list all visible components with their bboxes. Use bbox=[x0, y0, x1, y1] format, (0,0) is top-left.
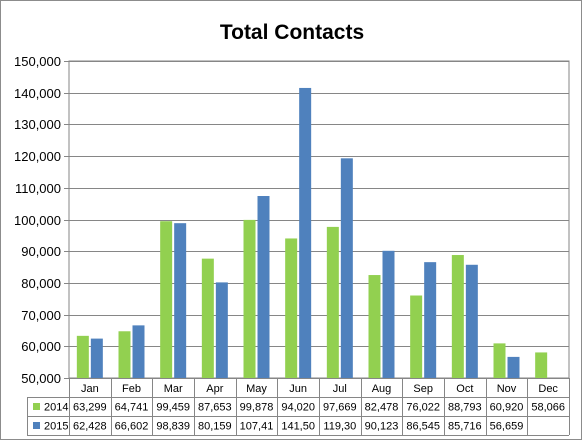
bar-2015-oct bbox=[465, 264, 478, 378]
bar-2014-apr bbox=[201, 258, 214, 378]
bar-2014-nov bbox=[493, 343, 506, 378]
category-label: Mar bbox=[164, 383, 183, 395]
y-tick-label: 60,000 bbox=[21, 339, 61, 354]
y-axis: 50,000 60,000 70,000 80,000 90,000 100,000 110… bbox=[14, 54, 69, 386]
bar-2015-apr bbox=[215, 282, 228, 378]
legend-label-2015: 2015 bbox=[44, 421, 68, 433]
data-label: 88,793 bbox=[448, 402, 482, 414]
category-label: Aug bbox=[372, 383, 392, 395]
bar-2015-aug bbox=[382, 250, 395, 378]
bar-2014-mar bbox=[160, 221, 173, 378]
data-label: 86,545 bbox=[406, 421, 440, 433]
category-label: Jul bbox=[333, 383, 347, 395]
bars bbox=[76, 87, 548, 378]
data-label: 99,459 bbox=[156, 402, 190, 414]
data-label: 76,022 bbox=[406, 402, 440, 414]
category-label: Feb bbox=[122, 383, 141, 395]
category-label: Oct bbox=[456, 383, 473, 395]
bar-2014-feb bbox=[118, 331, 131, 378]
category-label: May bbox=[246, 383, 267, 395]
bar-2014-jul bbox=[326, 226, 339, 378]
legend-key-2015 bbox=[33, 422, 40, 429]
bar-2015-jan bbox=[90, 338, 103, 378]
data-label: 98,839 bbox=[156, 421, 190, 433]
data-label: 66,602 bbox=[115, 421, 149, 433]
data-label: 80,159 bbox=[198, 421, 232, 433]
data-label: 141,50 bbox=[281, 421, 315, 433]
data-label: 62,428 bbox=[73, 421, 107, 433]
data-label: 58,066 bbox=[531, 402, 565, 414]
legend-key-2014 bbox=[33, 403, 40, 410]
y-tick-label: 130,000 bbox=[14, 117, 61, 132]
y-tick-label: 50,000 bbox=[21, 371, 61, 386]
data-label: 119,30 bbox=[323, 421, 356, 433]
data-label: 63,299 bbox=[73, 402, 107, 414]
category-label: Jun bbox=[289, 383, 307, 395]
data-label: 94,020 bbox=[281, 402, 315, 414]
bar-2014-oct bbox=[451, 255, 464, 378]
category-label: Jan bbox=[81, 383, 99, 395]
data-label: 99,878 bbox=[240, 402, 274, 414]
y-tick-label: 90,000 bbox=[21, 244, 61, 259]
bar-2014-may bbox=[243, 219, 256, 378]
data-label: 56,659 bbox=[490, 421, 524, 433]
bar-2015-jul bbox=[340, 158, 353, 378]
y-tick-label: 70,000 bbox=[21, 308, 61, 323]
category-label: Dec bbox=[538, 383, 558, 395]
data-label: 97,669 bbox=[323, 402, 357, 414]
data-label: 87,653 bbox=[198, 402, 232, 414]
data-label: 64,741 bbox=[115, 402, 149, 414]
y-tick-label: 110,000 bbox=[15, 181, 61, 196]
y-tick-label: 80,000 bbox=[21, 276, 61, 291]
bar-2015-sep bbox=[424, 262, 437, 378]
category-label: Nov bbox=[497, 383, 517, 395]
bar-2015-mar bbox=[174, 223, 187, 378]
bar-2014-jun bbox=[285, 238, 298, 378]
data-label: 60,920 bbox=[490, 402, 524, 414]
bar-2014-sep bbox=[410, 295, 423, 378]
category-label: Sep bbox=[413, 383, 433, 395]
data-label: 85,716 bbox=[448, 421, 482, 433]
data-label: 90,123 bbox=[365, 421, 399, 433]
bar-2015-may bbox=[257, 196, 270, 378]
data-label: 107,41 bbox=[240, 421, 274, 433]
y-tick-label: 140,000 bbox=[14, 86, 61, 101]
data-label: 82,478 bbox=[365, 402, 399, 414]
bar-2014-jan bbox=[76, 335, 89, 378]
data-table: Jan Feb Mar Apr May Jun Jul Aug Sep Oct Nov Dec 2014… bbox=[27, 378, 570, 436]
bar-2015-nov bbox=[507, 356, 520, 378]
bar-2015-feb bbox=[132, 325, 145, 378]
bar-2015-jun bbox=[299, 87, 312, 378]
legend-label-2014: 2014 bbox=[44, 402, 68, 414]
y-tick-label: 150,000 bbox=[14, 54, 61, 69]
y-tick-label: 120,000 bbox=[14, 149, 61, 164]
bar-2014-aug bbox=[368, 275, 381, 378]
category-label: Apr bbox=[206, 383, 223, 395]
bar-2014-dec bbox=[535, 352, 548, 378]
y-tick-label: 100,000 bbox=[14, 213, 61, 228]
chart-title: Total Contacts bbox=[220, 21, 364, 44]
